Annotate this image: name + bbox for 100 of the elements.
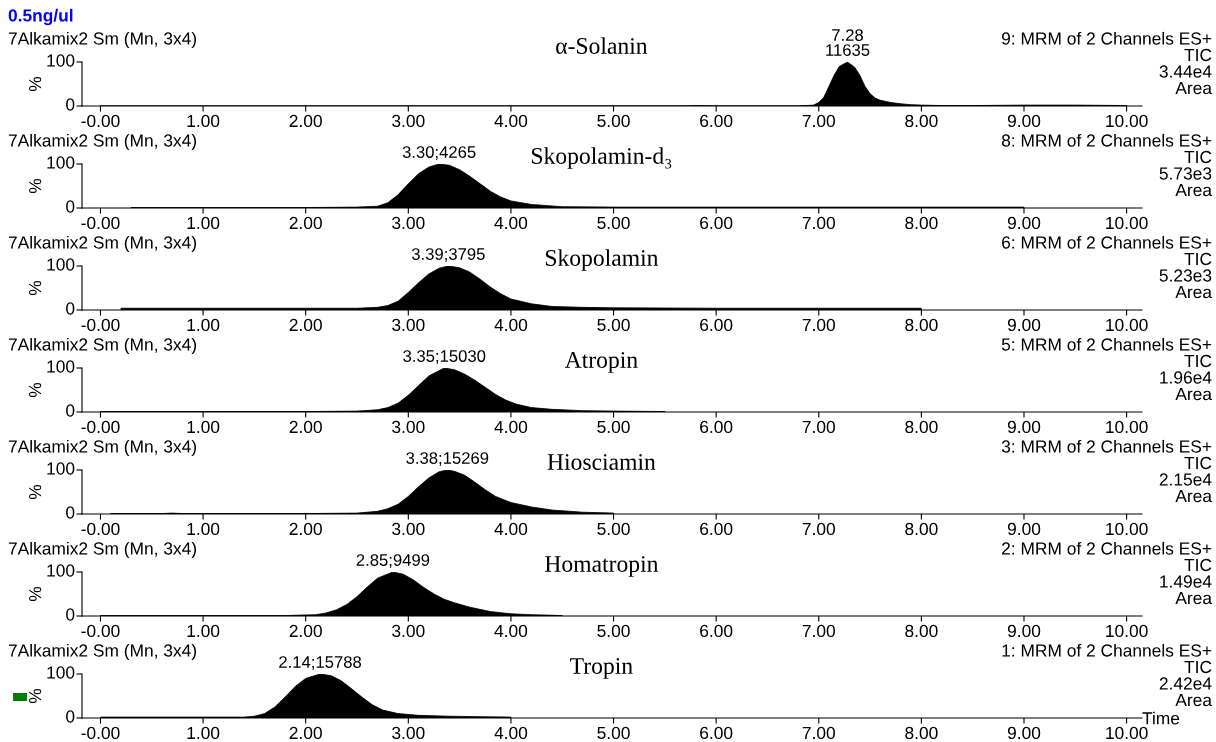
x-tick-label: 6.00 xyxy=(700,216,733,230)
annotation: 3.38;15269 xyxy=(406,452,489,466)
y-tick-label: 0 xyxy=(66,710,75,723)
text: Area xyxy=(1175,490,1212,503)
text: 6: MRM of 2 Channels ES+ xyxy=(1002,235,1212,249)
text: TIC xyxy=(1184,48,1212,62)
x-tick-label: 6.00 xyxy=(700,318,733,332)
x-tick-label: 9.00 xyxy=(1007,522,1041,536)
text: 7Alkamix2 Sm (Mn, 3x4) xyxy=(8,643,197,661)
y-tick-label: 100 xyxy=(47,462,75,475)
text: Area xyxy=(1175,388,1212,401)
y-tick-label: 0 xyxy=(66,200,75,213)
text: 2.15e4 xyxy=(1159,473,1212,486)
y-tick-label: 100 xyxy=(47,666,75,679)
x-tick-label: 1.00 xyxy=(187,114,220,128)
x-tick-label: 10.00 xyxy=(1106,216,1148,230)
text: TIC xyxy=(1184,252,1212,266)
x-tick-label: 1.00 xyxy=(187,420,220,434)
x-tick-label: 3.00 xyxy=(392,522,425,536)
text: 5.73e3 xyxy=(1159,167,1212,180)
y-axis-title: % xyxy=(29,178,42,194)
y-axis-title: % xyxy=(29,688,42,704)
x-tick-label: 9.00 xyxy=(1007,420,1041,434)
x-tick-label: 1.00 xyxy=(187,216,220,230)
text: TIC xyxy=(1184,150,1212,164)
text: 1.96e4 xyxy=(1160,371,1212,384)
x-tick-label: 8.00 xyxy=(905,420,938,434)
x-tick-label: 9.00 xyxy=(1007,216,1041,230)
text: 3: MRM of 2 Channels ES+ xyxy=(1001,439,1212,453)
y-tick-label: 100 xyxy=(47,156,75,169)
x-tick-label: 2.00 xyxy=(289,114,322,128)
x-tick-label: -0.00 xyxy=(81,624,120,638)
text: 1.49e4 xyxy=(1160,575,1212,588)
x-tick-label: 6.00 xyxy=(700,420,733,434)
chart-title: Homatropin xyxy=(545,556,659,577)
y-axis-title: % xyxy=(29,280,42,296)
x-tick-label: 8.00 xyxy=(905,318,938,332)
x-tick-label: 7.00 xyxy=(802,318,835,332)
y-tick-label: 100 xyxy=(47,258,75,271)
chart-title: Hiosciamin xyxy=(547,454,656,470)
chart-title: Skopolamin-d₃ xyxy=(531,147,672,169)
x-tick-label: 4.00 xyxy=(494,216,528,230)
x-tick-label: 10.00 xyxy=(1106,726,1148,740)
y-tick-label: 0 xyxy=(66,404,75,417)
text: 7Alkamix2 Sm (Mn, 3x4) xyxy=(8,133,197,151)
x-tick-label: 4.00 xyxy=(494,726,528,740)
x-tick-label: 4.00 xyxy=(494,420,528,434)
text: TIC xyxy=(1184,558,1212,572)
annotation: 3.35;15030 xyxy=(403,350,486,364)
y-axis-title: % xyxy=(29,382,42,398)
x-tick-label: 9.00 xyxy=(1007,318,1041,332)
text: 0.5ng/ul xyxy=(8,8,73,26)
x-tick-label: 2.00 xyxy=(289,216,322,230)
y-tick-label: 0 xyxy=(66,506,75,519)
x-tick-label: 2.00 xyxy=(289,420,322,434)
chart-title: Tropin xyxy=(570,658,633,679)
text: 7Alkamix2 Sm (Mn, 3x4) xyxy=(8,337,197,355)
text: TIC xyxy=(1184,354,1212,368)
x-tick-label: 9.00 xyxy=(1007,624,1041,638)
x-tick-label: 2.00 xyxy=(289,624,322,638)
x-tick-label: 9.00 xyxy=(1007,726,1041,740)
x-tick-label: 2.00 xyxy=(289,522,322,536)
x-tick-label: 6.00 xyxy=(700,726,733,740)
text: 5: MRM of 2 Channels ES+ xyxy=(1001,337,1212,351)
x-tick-label: 5.00 xyxy=(597,318,630,332)
y-axis-title: % xyxy=(29,76,42,92)
x-tick-label: 3.00 xyxy=(392,420,425,434)
annotation: 3.39;3795 xyxy=(411,248,485,262)
x-tick-label: 3.00 xyxy=(392,726,425,740)
text: 5.23e3 xyxy=(1159,269,1212,282)
y-tick-label: 100 xyxy=(47,564,75,577)
x-tick-label: 7.00 xyxy=(802,216,835,230)
text: Area xyxy=(1175,694,1212,707)
annotation: 2.85;9499 xyxy=(356,554,430,568)
x-tick-label: 7.00 xyxy=(802,114,835,128)
x-tick-label: 5.00 xyxy=(597,522,630,536)
x-tick-label: 10.00 xyxy=(1106,114,1148,128)
x-tick-label: -0.00 xyxy=(81,726,120,740)
x-tick-label: 9.00 xyxy=(1007,114,1041,128)
y-tick-label: 0 xyxy=(66,302,75,315)
x-tick-label: 1.00 xyxy=(187,522,220,536)
x-tick-label: 10.00 xyxy=(1106,624,1148,638)
annotation: 3.30;4265 xyxy=(402,146,476,160)
y-tick-label: 100 xyxy=(47,360,75,373)
x-tick-label: 8.00 xyxy=(905,726,938,740)
chart-title: Skopolamin xyxy=(545,249,659,271)
x-tick-label: 5.00 xyxy=(597,216,630,230)
annotation: 2.14;15788 xyxy=(279,656,362,670)
x-tick-label: 10.00 xyxy=(1106,522,1148,536)
text: Area xyxy=(1175,592,1212,605)
y-tick-label: 100 xyxy=(47,54,75,67)
x-tick-label: 6.00 xyxy=(700,522,733,536)
text: TIC xyxy=(1184,660,1212,674)
x-tick-label: 1.00 xyxy=(187,726,220,740)
x-tick-label: 4.00 xyxy=(494,624,528,638)
text: Area xyxy=(1175,184,1212,197)
x-tick-label: -0.00 xyxy=(81,420,120,434)
y-tick-label: 0 xyxy=(66,98,75,111)
text: 7Alkamix2 Sm (Mn, 3x4) xyxy=(8,439,197,457)
x-tick-label: 8.00 xyxy=(905,216,938,230)
